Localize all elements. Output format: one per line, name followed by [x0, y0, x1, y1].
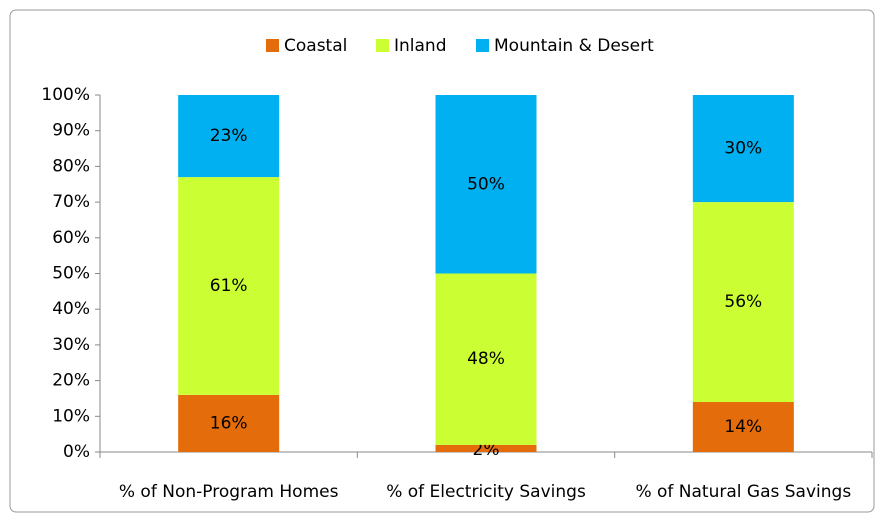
legend-swatch [266, 39, 279, 52]
y-tick-label: 10% [52, 406, 90, 426]
data-label: 14% [724, 417, 762, 437]
data-label: 56% [724, 292, 762, 312]
y-tick-label: 70% [52, 192, 90, 212]
legend-swatch [376, 39, 389, 52]
data-label: 48% [467, 349, 505, 369]
bar-segment [692, 202, 794, 403]
legend-label: Mountain & Desert [494, 36, 654, 56]
data-label: 50% [467, 174, 505, 194]
bar-segment [435, 444, 537, 452]
bar-segment [692, 402, 794, 452]
data-label: 61% [210, 276, 248, 296]
legend-label: Coastal [284, 36, 347, 56]
bar-segment [435, 95, 537, 274]
y-tick-label: 60% [52, 228, 90, 248]
bar-segment [692, 95, 794, 203]
data-label: 2% [473, 440, 500, 460]
x-tick-label: % of Electricity Savings [386, 482, 586, 502]
legend-swatch [476, 39, 489, 52]
y-tick-label: 90% [52, 121, 90, 141]
y-tick-label: 40% [52, 299, 90, 319]
bar-segment [178, 95, 280, 178]
y-tick-label: 0% [63, 442, 90, 462]
bar-segment [435, 273, 537, 445]
data-label: 30% [724, 139, 762, 159]
data-label: 23% [210, 126, 248, 146]
y-tick-label: 50% [52, 264, 90, 284]
y-tick-label: 80% [52, 156, 90, 176]
data-label: 16% [210, 413, 248, 433]
x-tick-label: % of Non-Program Homes [119, 482, 339, 502]
bar-segment [178, 177, 280, 395]
bar-segment [178, 394, 280, 452]
x-tick-label: % of Natural Gas Savings [635, 482, 851, 502]
y-tick-label: 30% [52, 335, 90, 355]
y-tick-label: 20% [52, 371, 90, 391]
legend-label: Inland [394, 36, 447, 56]
y-tick-label: 100% [41, 85, 90, 105]
